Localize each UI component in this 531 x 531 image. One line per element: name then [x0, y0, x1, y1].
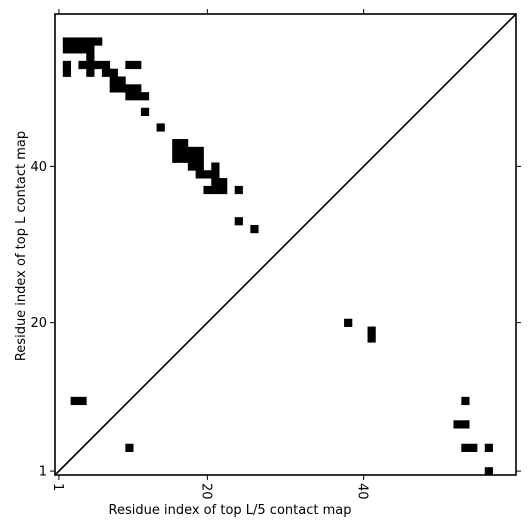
x-axis-label: Residue index of top L/5 contact map [109, 503, 352, 518]
contact-cell-upper [101, 60, 111, 70]
contact-cell-upper [86, 37, 95, 46]
contact-cell-lower [484, 467, 493, 476]
contact-cell-upper [94, 60, 103, 70]
contact-cell-upper [172, 146, 181, 156]
plot-frame [54, 13, 517, 476]
contact-cell-upper [78, 45, 87, 54]
contact-cell-upper [62, 60, 72, 70]
contact-cell-upper [211, 185, 220, 195]
contact-cell-upper [180, 139, 189, 148]
contact-cell-lower [70, 396, 79, 406]
contact-cell-upper [187, 154, 197, 163]
contact-cell-lower [367, 326, 376, 335]
contact-cell-upper [140, 92, 150, 101]
contact-cell-upper [86, 60, 95, 70]
contact-cell-upper [86, 45, 95, 54]
contact-cell-upper [125, 92, 134, 101]
contact-cell-lower [469, 443, 478, 452]
contact-cell-upper [109, 76, 118, 85]
contact-cell-upper [250, 224, 259, 234]
y-tick-label: 20 [30, 316, 47, 331]
contact-cell-upper [203, 170, 212, 179]
contact-cell-upper [109, 84, 118, 93]
contact-cell-lower [78, 396, 87, 406]
contact-cell-upper [133, 92, 142, 101]
contact-cell-upper [62, 37, 72, 46]
contact-cells [62, 37, 493, 476]
axis-ticks: 1 20 40 1 20 40 [30, 9, 521, 500]
contact-cell-upper [70, 37, 79, 46]
contact-cell-lower [344, 318, 353, 327]
x-tick-label: 20 [198, 483, 213, 500]
contact-cell-lower [461, 396, 470, 406]
x-tick-label: 40 [355, 483, 370, 500]
contact-cell-upper [109, 68, 118, 77]
contact-cell-upper [195, 146, 204, 156]
contact-cell-upper [219, 178, 228, 187]
contact-cell-upper [62, 45, 72, 54]
contact-cell-lower [367, 334, 376, 343]
contact-cell-upper [211, 178, 220, 187]
diagonal-line [54, 13, 517, 476]
contact-cell-lower [453, 420, 462, 429]
contact-cell-upper [156, 123, 165, 132]
contact-cell-upper [78, 37, 87, 46]
contact-cell-upper [117, 84, 126, 93]
contact-cell-upper [195, 162, 204, 171]
contact-cell-upper [140, 107, 150, 116]
contact-cell-upper [219, 185, 228, 195]
contact-cell-upper [94, 37, 103, 46]
y-tick-label: 1 [39, 465, 47, 480]
x-tick-label: 1 [50, 483, 65, 491]
contact-cell-upper [172, 139, 181, 148]
contact-cell-upper [187, 162, 197, 171]
contact-cell-upper [180, 154, 189, 163]
contact-cell-upper [86, 68, 95, 77]
contact-cell-lower [461, 443, 470, 452]
contact-cell-lower [484, 443, 493, 452]
contact-cell-upper [234, 185, 243, 195]
contact-cell-upper [125, 84, 134, 93]
contact-cell-upper [187, 146, 197, 156]
y-axis-label: Residue index of top L contact map [14, 131, 29, 361]
contact-cell-upper [78, 60, 87, 70]
contact-cell-upper [203, 185, 212, 195]
contact-cell-upper [62, 68, 72, 77]
contact-cell-upper [70, 45, 79, 54]
y-tick-label: 40 [30, 160, 47, 175]
contact-cell-upper [211, 162, 220, 171]
contact-cell-lower [461, 420, 470, 429]
contact-cell-upper [86, 53, 95, 62]
contact-cell-upper [180, 146, 189, 156]
contact-cell-upper [117, 76, 126, 85]
contact-cell-upper [172, 154, 181, 163]
contact-cell-upper [101, 68, 111, 77]
contact-cell-lower [125, 443, 134, 452]
contact-cell-upper [133, 84, 142, 93]
contact-cell-upper [211, 170, 220, 179]
contact-cell-upper [195, 170, 204, 179]
contact-cell-upper [195, 154, 204, 163]
contact-cell-upper [125, 60, 134, 70]
contact-cell-upper [133, 60, 142, 70]
contact-cell-upper [234, 217, 243, 226]
